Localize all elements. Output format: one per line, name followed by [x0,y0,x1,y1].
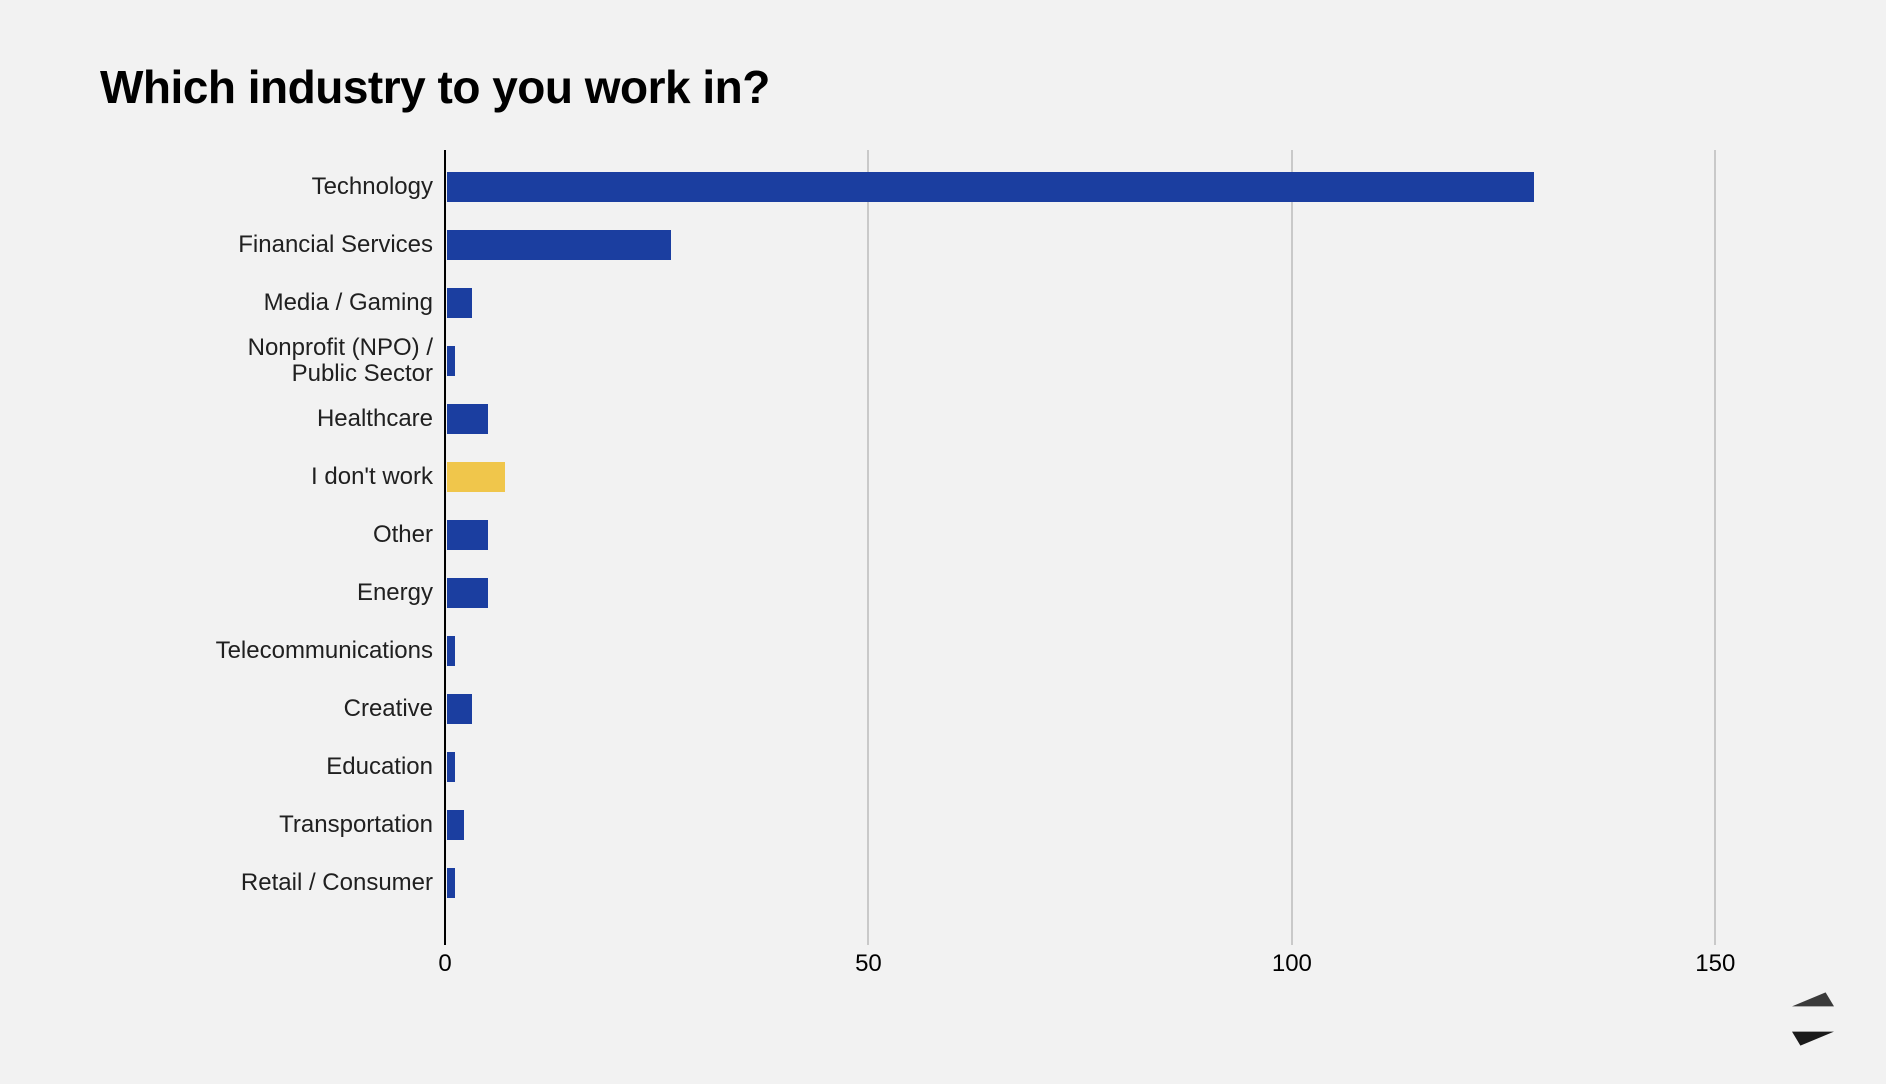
chart-title: Which industry to you work in? [100,60,770,114]
bar-row [445,404,1800,434]
category-label: Technology [200,174,433,200]
category-label: I don't work [200,464,433,490]
category-label: Healthcare [200,406,433,432]
bar-row [445,230,1800,260]
bar-row [445,520,1800,550]
slide: Which industry to you work in? Technolog… [0,0,1886,1084]
category-label: Energy [200,580,433,606]
x-tick-label: 50 [855,950,882,978]
category-labels: Technology Financial Services Media / Gami… [200,150,445,990]
bar-row [445,578,1800,608]
category-label: Other [200,522,433,548]
bar [447,752,455,782]
plot-area: 050100150 [445,150,1800,990]
bar [447,694,472,724]
bar-row [445,288,1800,318]
bar-row [445,346,1800,376]
bar [447,810,464,840]
bar [447,172,1534,202]
category-label: Financial Services [200,232,433,258]
bar-row [445,636,1800,666]
bar [447,404,488,434]
category-label: Media / Gaming [200,290,433,316]
bar-row [445,694,1800,724]
category-label: Transportation [200,812,433,838]
bar-row [445,462,1800,492]
brand-logo-icon [1778,984,1848,1054]
bar-row [445,752,1800,782]
bar [447,462,505,492]
category-label: Creative [200,696,433,722]
category-label: Education [200,754,433,780]
category-label: Retail / Consumer [200,870,433,896]
category-label: Telecommunications [200,638,433,664]
bar-row [445,868,1800,898]
bar [447,868,455,898]
bar-row [445,172,1800,202]
x-tick-label: 0 [438,950,451,978]
industry-bar-chart: Technology Financial Services Media / Gami… [200,150,1800,990]
bar [447,520,488,550]
x-tick-label: 100 [1272,950,1312,978]
bar [447,578,488,608]
category-label: Nonprofit (NPO) / Public Sector [200,335,433,388]
bar [447,346,455,376]
bar [447,636,455,666]
bar [447,288,472,318]
x-tick-label: 150 [1695,950,1735,978]
bar-row [445,810,1800,840]
bar [447,230,671,260]
y-axis-line [444,150,446,945]
